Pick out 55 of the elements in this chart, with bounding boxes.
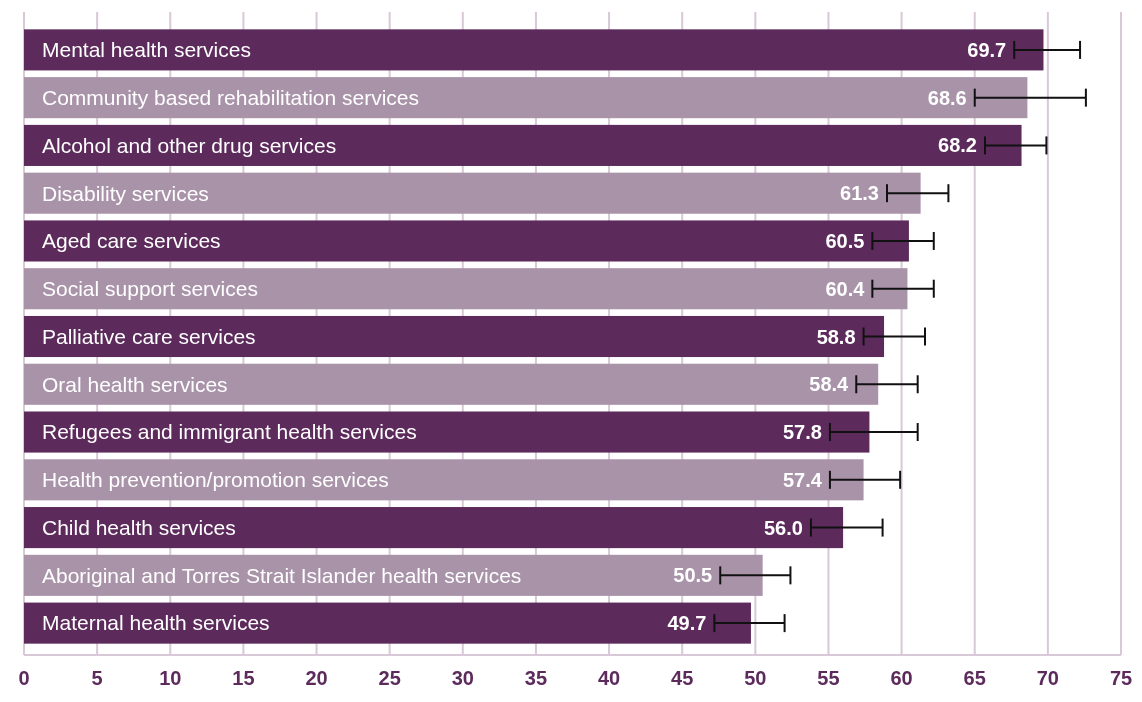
bar <box>24 554 763 596</box>
bar <box>24 411 870 453</box>
x-tick-label: 10 <box>159 667 182 689</box>
y-tick-label: Mental health services <box>42 38 251 62</box>
bar <box>24 77 1028 119</box>
x-tick-label: 35 <box>524 667 548 689</box>
data-label: 68.2 <box>938 134 977 157</box>
bar <box>24 602 751 644</box>
y-tick-label: Aboriginal and Torres Strait Islander health services <box>42 563 522 587</box>
data-label: 61.3 <box>840 182 879 205</box>
y-tick-label: Maternal health services <box>42 611 270 635</box>
data-label: 49.7 <box>667 612 707 635</box>
x-tick-label: 60 <box>890 667 913 689</box>
data-label: 68.6 <box>927 86 967 109</box>
data-label: 60.4 <box>825 277 866 300</box>
bar <box>24 363 879 405</box>
y-tick-label: Refugees and immigrant health services <box>42 420 417 444</box>
x-tick-label: 20 <box>305 667 328 689</box>
x-tick-label: 30 <box>451 667 474 689</box>
data-label: 58.8 <box>816 325 856 348</box>
x-tick-label: 5 <box>91 667 103 689</box>
data-label: 60.5 <box>825 229 865 252</box>
bar <box>24 459 864 501</box>
bar <box>24 124 1022 166</box>
data-label: 57.4 <box>782 468 823 491</box>
y-tick-label: Alcohol and other drug services <box>42 133 337 157</box>
y-tick-label: Disability services <box>42 181 209 205</box>
x-tick-label: 50 <box>744 667 767 689</box>
data-label: 58.4 <box>809 373 850 396</box>
y-tick-label: Child health services <box>42 515 236 539</box>
x-tick-label: 0 <box>18 667 30 689</box>
data-label: 69.7 <box>967 38 1007 61</box>
x-tick-label: 55 <box>817 667 840 689</box>
y-tick-label: Aged care services <box>42 229 221 253</box>
data-label: 50.5 <box>673 564 713 587</box>
y-tick-label: Health prevention/promotion services <box>42 468 389 492</box>
bar <box>24 315 885 358</box>
y-tick-label: Community based rehabilitation services <box>42 86 420 109</box>
x-tick-label: 40 <box>597 667 621 689</box>
y-tick-label: Social support services <box>42 277 258 301</box>
bar <box>24 268 908 310</box>
x-tick-label: 25 <box>378 667 401 689</box>
x-tick-label: 70 <box>1036 667 1059 689</box>
bar <box>24 220 909 262</box>
x-tick-label: 75 <box>1109 667 1133 689</box>
x-tick-label: 15 <box>232 667 255 689</box>
y-tick-label: Oral health services <box>42 372 228 396</box>
bar <box>24 29 1044 71</box>
data-label: 57.8 <box>782 421 822 444</box>
y-tick-label: Palliative care services <box>42 324 256 348</box>
x-tick-label: 65 <box>963 667 986 689</box>
bar <box>24 507 844 549</box>
bar <box>24 172 921 214</box>
data-label: 56.0 <box>763 516 803 539</box>
x-tick-label: 45 <box>671 667 694 689</box>
